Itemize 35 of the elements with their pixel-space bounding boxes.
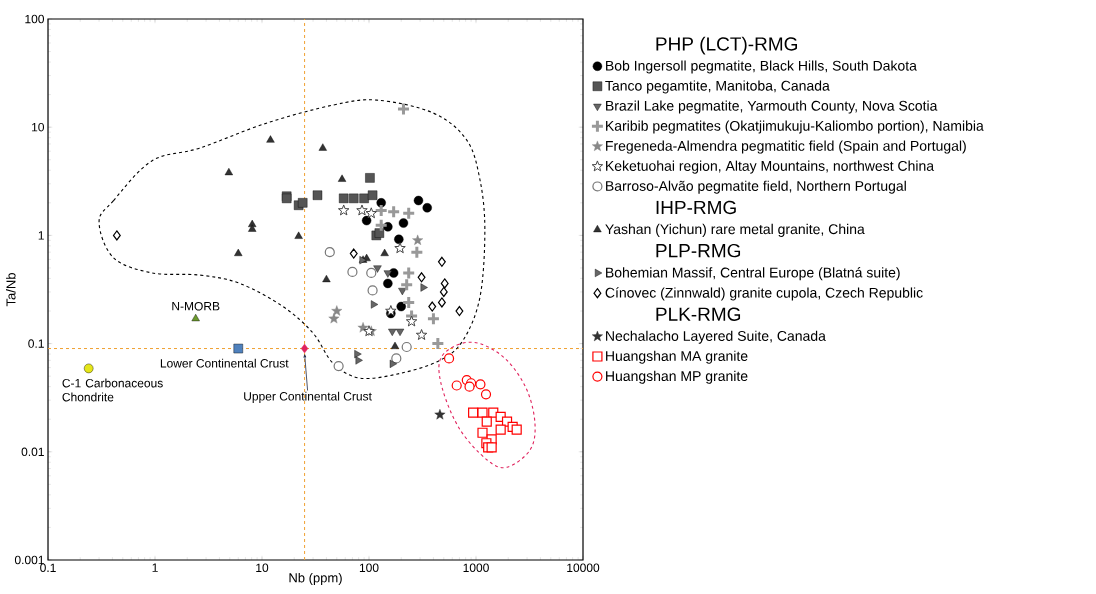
legend-label: Barroso-Alvão pegmatite field, Northern Portugal (606, 180, 906, 194)
x-tick-label: 10000 (567, 563, 600, 573)
x-tick-label: 1 (152, 563, 158, 572)
annotation: Lower Continental Crust (160, 358, 289, 368)
legend-label: Huangshan MP granite (606, 370, 748, 384)
x-tick-label: 0.1 (40, 563, 56, 573)
x-tick-label: 100 (359, 563, 379, 573)
y-tick-label: 10 (32, 122, 45, 132)
y-tick-label: 0.001 (14, 555, 44, 565)
legend-label: Keketuohai region, Altay Mountains, northwest China (606, 160, 935, 174)
text: PLK-RMG (656, 307, 741, 321)
x-tick-label: 10 (256, 563, 269, 573)
legend-label: Bohemian Massif, Central Europe (Blatná suite) (606, 267, 900, 281)
y-tick-label: 100 (25, 14, 45, 24)
y-tick-label: 0.1 (28, 339, 44, 348)
text: PHP (LCT)-RMG (656, 36, 797, 55)
y-tick-label: 0.01 (21, 447, 44, 457)
legend-label: Cínovec (Zinnwald) granite cupola, Czech Republic (605, 287, 923, 301)
x-axis-title: Nb (ppm) (289, 572, 342, 585)
legend-label: Huangshan MA granite (606, 350, 748, 364)
legend-label: Karibib pegmatites (Okatjimukuju-Kaliombo portion), Namibia (606, 120, 984, 134)
legend-label: Nechalacho Layered Suite, Canada (606, 330, 826, 344)
legend-label: Yashan (Yichun) rare metal granite, China (605, 223, 865, 237)
annotation: C-1 Carbonaceous Chondrite (62, 378, 163, 402)
text: PLP-RMG (656, 243, 741, 258)
annotation: Upper Continental Crust (244, 391, 372, 403)
y-axis-title: Ta/Nb (6, 273, 16, 307)
y-tick-label: 1 (38, 231, 44, 240)
text: IHP-RMG (656, 200, 736, 215)
annotation: N-MORB (172, 301, 220, 311)
legend-label: Bob Ingersoll pegmatite, Black Hills, South Dakota (606, 60, 917, 74)
legend-label: Brazil Lake pegmatite, Yarmouth County, Nova Scotia (606, 100, 938, 114)
x-tick-label: 1000 (463, 563, 489, 573)
legend-label: Fregeneda-Almendra pegmatitic field (Spain and Portugal) (606, 140, 966, 154)
legend-label: Tanco pegamtite, Manitoba, Canada (605, 80, 830, 94)
